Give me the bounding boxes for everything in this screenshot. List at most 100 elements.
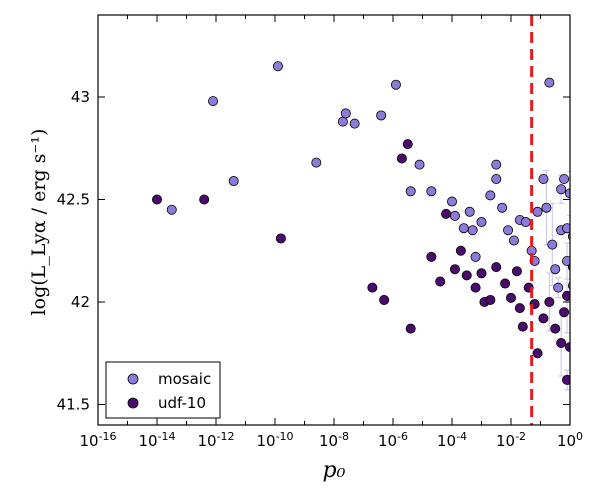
point-mosaic: [586, 279, 595, 288]
point-mosaic: [464, 206, 475, 217]
point-udf-10: [559, 307, 570, 318]
x-tick-label: 10-4: [437, 430, 467, 450]
point-mosaic: [340, 108, 351, 119]
point-udf-10: [485, 294, 496, 305]
x-tick-label: 10-6: [378, 430, 408, 450]
point-mosaic: [571, 172, 580, 181]
y-tick-label: 43: [71, 88, 90, 106]
point-udf-10: [500, 278, 511, 289]
data-points: [151, 58, 600, 385]
point-mosaic: [491, 173, 502, 184]
point-mosaic: [376, 110, 387, 121]
y-axis-label: log(L_Lyα / erg s⁻¹): [28, 129, 50, 316]
point-udf-10: [426, 251, 437, 262]
point-mosaic: [467, 225, 478, 236]
point-mosaic: [272, 61, 283, 72]
x-tick-label: 10-12: [197, 430, 234, 450]
y-tick-label: 42.5: [57, 191, 90, 209]
point-udf-10: [565, 342, 570, 353]
point-mosaic: [497, 202, 508, 213]
point-mosaic: [589, 256, 598, 265]
point-mosaic: [556, 184, 567, 195]
point-mosaic: [574, 242, 583, 251]
point-mosaic: [446, 196, 457, 207]
point-mosaic: [586, 308, 595, 317]
point-udf-10: [595, 58, 600, 67]
point-udf-10: [556, 337, 567, 348]
legend-label-udf-10: udf-10: [158, 394, 206, 412]
y-tick-label: 42: [71, 293, 90, 311]
point-udf-10: [505, 292, 516, 303]
point-udf-10: [151, 194, 162, 205]
point-udf-10: [379, 294, 390, 305]
y-axis-ticks: 41.5 42 42.5 43: [57, 88, 570, 414]
point-mosaic: [508, 235, 519, 246]
legend-label-mosaic: mosaic: [158, 370, 211, 388]
point-mosaic: [544, 77, 555, 88]
point-udf-10: [455, 245, 466, 256]
point-mosaic: [559, 173, 570, 184]
x-axis-label: p₀: [323, 458, 346, 483]
point-mosaic: [349, 118, 360, 129]
point-mosaic: [390, 79, 401, 90]
point-mosaic: [583, 187, 592, 196]
point-mosaic: [580, 273, 589, 282]
point-mosaic: [405, 186, 416, 197]
point-mosaic: [476, 217, 487, 228]
x-tick-label: 10-16: [79, 430, 116, 450]
point-mosaic: [583, 226, 592, 235]
x-tick-label: 10-14: [138, 430, 175, 450]
point-mosaic: [458, 223, 469, 234]
point-mosaic: [532, 206, 543, 217]
point-mosaic: [592, 232, 600, 241]
point-mosaic: [491, 159, 502, 170]
point-udf-10: [476, 268, 487, 279]
point-udf-10: [550, 323, 561, 334]
point-mosaic: [485, 190, 496, 201]
point-udf-10: [538, 313, 549, 324]
point-mosaic: [541, 202, 552, 213]
point-mosaic: [562, 256, 570, 266]
point-udf-10: [199, 194, 210, 205]
point-mosaic: [311, 157, 322, 168]
point-mosaic: [228, 176, 239, 187]
point-udf-10: [396, 153, 407, 164]
point-udf-10: [532, 348, 543, 359]
point-udf-10: [491, 262, 502, 273]
point-udf-10: [441, 208, 452, 219]
point-udf-10: [461, 270, 472, 281]
point-udf-10: [435, 276, 446, 287]
point-mosaic: [574, 213, 583, 222]
point-udf-10: [562, 374, 570, 385]
point-mosaic: [449, 210, 460, 221]
point-mosaic: [565, 188, 570, 199]
point-mosaic: [595, 287, 600, 296]
point-mosaic: [577, 338, 586, 347]
point-udf-10: [577, 302, 586, 311]
point-udf-10: [562, 290, 570, 301]
legend-marker-mosaic: [127, 373, 139, 385]
legend-marker-udf-10: [127, 397, 139, 409]
x-tick-label: 100: [557, 430, 583, 450]
point-udf-10: [571, 318, 580, 327]
point-udf-10: [511, 266, 522, 277]
point-udf-10: [517, 321, 528, 332]
point-mosaic: [595, 326, 600, 335]
point-udf-10: [470, 282, 481, 293]
point-mosaic: [577, 240, 586, 249]
point-mosaic: [166, 204, 177, 215]
point-mosaic: [208, 96, 219, 107]
point-udf-10: [275, 233, 286, 244]
x-tick-label: 10-10: [256, 430, 293, 450]
point-mosaic: [426, 186, 437, 197]
point-udf-10: [402, 139, 413, 150]
legend: mosaic udf-10: [105, 361, 221, 419]
point-mosaic: [553, 282, 564, 293]
point-mosaic: [470, 251, 481, 262]
point-udf-10: [405, 323, 416, 334]
point-udf-10: [514, 303, 525, 314]
point-mosaic: [503, 225, 514, 236]
x-tick-label: 10-2: [496, 430, 526, 450]
point-mosaic: [580, 261, 589, 270]
